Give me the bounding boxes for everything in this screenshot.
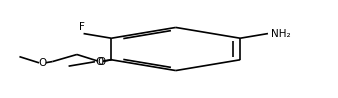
Text: F: F	[79, 22, 85, 32]
Text: O: O	[38, 58, 47, 68]
Text: O: O	[97, 57, 105, 67]
Text: NH₂: NH₂	[271, 29, 290, 39]
Text: O: O	[96, 57, 104, 67]
